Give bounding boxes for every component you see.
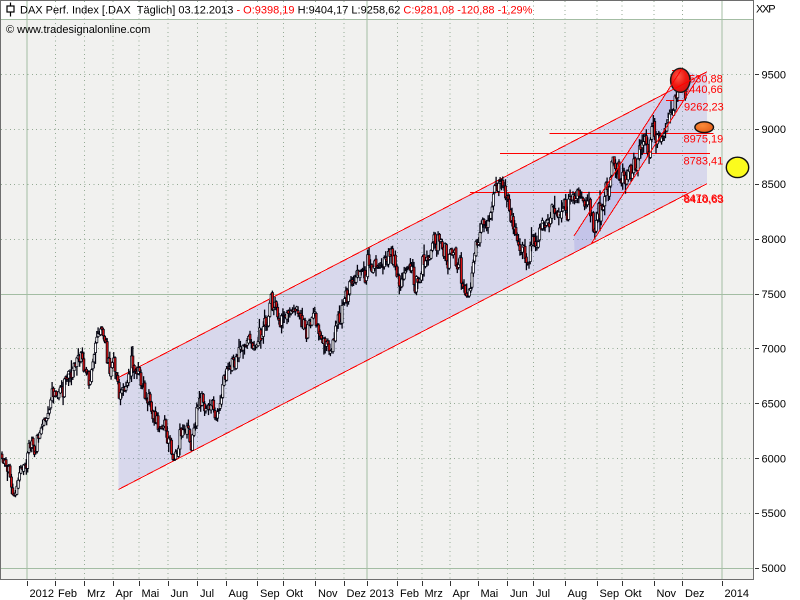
svg-text:Nov: Nov [657,588,677,600]
svg-text:5500: 5500 [762,508,786,520]
svg-text:© www.tradesignalonline.com: © www.tradesignalonline.com [6,24,150,36]
svg-text:Aug: Aug [229,588,249,600]
svg-text:Nov: Nov [318,588,338,600]
svg-text:Mrz: Mrz [87,588,105,600]
svg-text:8000: 8000 [762,234,786,246]
svg-text:2012: 2012 [30,588,54,600]
svg-text:Jun: Jun [171,588,189,600]
svg-text:Aug: Aug [568,588,588,600]
svg-text:Okt: Okt [625,588,642,600]
svg-text:Jul: Jul [200,588,214,600]
svg-text:Apr: Apr [453,588,470,600]
svg-text:6000: 6000 [762,453,786,465]
svg-text:8410,63: 8410,63 [684,194,724,206]
svg-text:Dez: Dez [347,588,367,600]
svg-text:Mrz: Mrz [425,588,443,600]
svg-text:6500: 6500 [762,398,786,410]
svg-text:Jul: Jul [536,588,550,600]
svg-text:Mai: Mai [142,588,160,600]
svg-text:Feb: Feb [400,588,419,600]
svg-text:Mai: Mai [481,588,499,600]
svg-text:XXP: XXP [756,4,775,16]
svg-text:8975,19: 8975,19 [684,134,724,146]
svg-text:Apr: Apr [116,588,133,600]
svg-text:2013: 2013 [370,588,394,600]
svg-text:5000: 5000 [762,563,786,575]
svg-text:7500: 7500 [762,289,786,301]
svg-text:Feb: Feb [58,588,77,600]
svg-text:Okt: Okt [286,588,303,600]
svg-text:Dez: Dez [685,588,705,600]
svg-text:9000: 9000 [762,124,786,136]
svg-text:7000: 7000 [762,344,786,356]
svg-text:8783,41: 8783,41 [684,155,724,167]
svg-text:DAX Perf. Index [.DAX Täglich: DAX Perf. Index [.DAX Täglich] 03.12.201… [20,5,533,17]
svg-text:9500: 9500 [762,69,786,81]
svg-text:Sep: Sep [600,588,620,600]
svg-text:2014: 2014 [725,588,749,600]
svg-text:Jun: Jun [510,588,528,600]
svg-text:8478,69: 8478,69 [683,193,723,205]
svg-text:8500: 8500 [762,179,786,191]
svg-text:Sep: Sep [260,588,280,600]
svg-text:9530,88: 9530,88 [683,74,723,86]
svg-text:9262,23: 9262,23 [684,102,724,114]
